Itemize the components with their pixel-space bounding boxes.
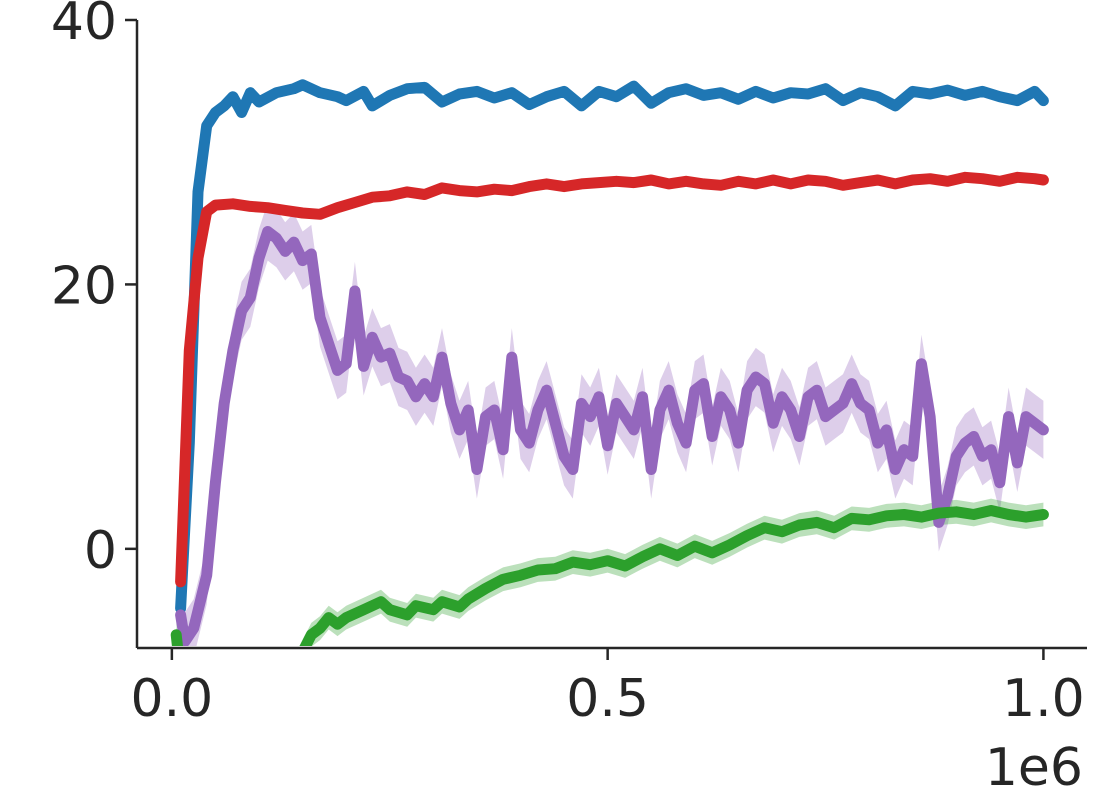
series-4-band [176,498,1044,646]
series-lines [170,79,1049,646]
x-tick-label: 0.0 [131,669,214,729]
series-1-band [180,79,1044,614]
series-2-line [175,171,1049,588]
x-ticks: 0.0 0.5 1.0 [131,648,1085,729]
x-tick-label: 1.0 [1002,669,1085,729]
y-tick-label: 0 [84,521,117,581]
series-3-line [175,226,1049,646]
y-ticks: 0 20 40 [51,0,137,581]
axes [135,20,1087,650]
y-tick-label: 40 [51,0,117,52]
x-axis-offset-label: 1e6 [985,738,1083,798]
x-tick-label: 0.5 [566,669,649,729]
series-4-line [170,505,1049,646]
y-tick-label: 20 [51,256,117,316]
series-1-line [175,79,1049,614]
